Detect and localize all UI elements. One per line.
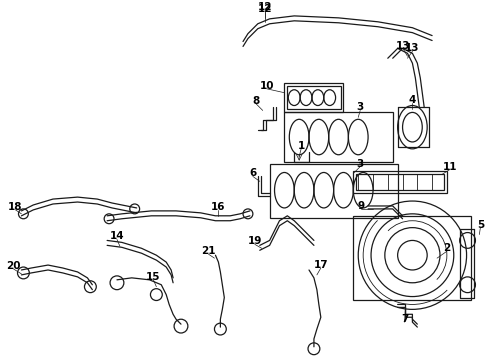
Text: 3: 3 [356, 103, 363, 112]
Bar [356, 175, 443, 190]
Text: 14: 14 [109, 231, 124, 242]
Text: 16: 16 [211, 202, 225, 212]
Text: 7: 7 [400, 314, 407, 324]
Text: 6: 6 [249, 168, 256, 179]
Text: 2: 2 [442, 243, 449, 253]
Text: 17: 17 [313, 260, 327, 270]
Text: 18: 18 [8, 202, 23, 212]
Text: 21: 21 [201, 246, 215, 256]
Bar [287, 86, 340, 109]
Text: 9: 9 [357, 201, 364, 211]
Bar [353, 171, 446, 193]
Text: 15: 15 [146, 272, 161, 282]
Bar [284, 112, 392, 162]
Text: 11: 11 [442, 162, 456, 172]
Text: 13: 13 [395, 41, 410, 51]
Text: 1: 1 [297, 141, 304, 151]
Text: 5: 5 [476, 220, 483, 230]
Text: 13: 13 [405, 44, 419, 53]
Bar [269, 163, 397, 218]
Text: 8: 8 [252, 96, 259, 105]
Text: 4: 4 [408, 95, 415, 105]
Text: 12: 12 [257, 2, 271, 12]
Text: 20: 20 [6, 261, 21, 271]
Bar [284, 83, 343, 112]
Text: 12: 12 [257, 4, 271, 14]
Text: 19: 19 [247, 237, 262, 246]
Text: 10: 10 [259, 81, 273, 91]
Bar [353, 216, 470, 300]
Text: 3: 3 [356, 159, 363, 168]
